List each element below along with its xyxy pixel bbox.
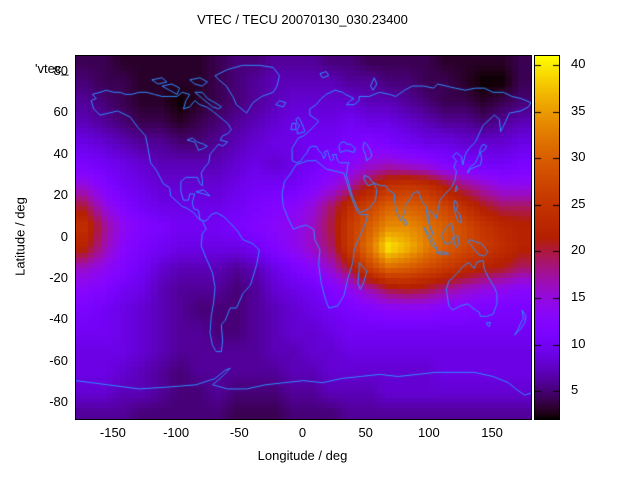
x-axis-label: Longitude / deg <box>257 448 348 463</box>
y-tick-label: 60 <box>53 104 68 120</box>
colorbar-tick-label: 40 <box>571 56 586 72</box>
chart-title: VTEC / TECU 20070130_030.23400 <box>197 12 408 27</box>
x-tick-label: 150 <box>481 425 503 440</box>
x-tick-label: 50 <box>358 425 373 440</box>
heatmap-canvas <box>76 56 531 419</box>
colorbar <box>534 55 560 420</box>
y-tick-label: 20 <box>53 187 68 202</box>
colorbar-tick-label: 10 <box>571 335 586 351</box>
y-tick-label: -60 <box>49 352 68 368</box>
x-tick-label: 100 <box>418 425 440 440</box>
x-tick-label: 0 <box>298 425 307 440</box>
y-tick-label: 0 <box>60 228 68 244</box>
y-tick-label: -20 <box>49 269 68 285</box>
colorbar-tick-label: 5 <box>571 382 579 398</box>
colorbar-tick-label: 25 <box>571 195 586 211</box>
y-tick-label: -40 <box>49 311 68 327</box>
y-tick-label: 40 <box>53 145 68 161</box>
colorbar-tick-label: 20 <box>571 242 586 258</box>
x-tick-label: -100 <box>163 425 190 440</box>
colorbar-tick-label: 35 <box>571 102 586 118</box>
x-tick-label: -150 <box>99 425 126 440</box>
y-tick-label: -80 <box>49 394 68 410</box>
heatmap-plot-area <box>75 55 532 420</box>
y-tick-label: 80 <box>53 62 68 78</box>
colorbar-canvas <box>535 56 559 419</box>
colorbar-tick-label: 30 <box>571 149 586 165</box>
x-tick-label: -50 <box>229 425 249 440</box>
colorbar-tick-label: 15 <box>571 289 586 304</box>
plot-key-label: 'vtec_ <box>35 61 69 76</box>
